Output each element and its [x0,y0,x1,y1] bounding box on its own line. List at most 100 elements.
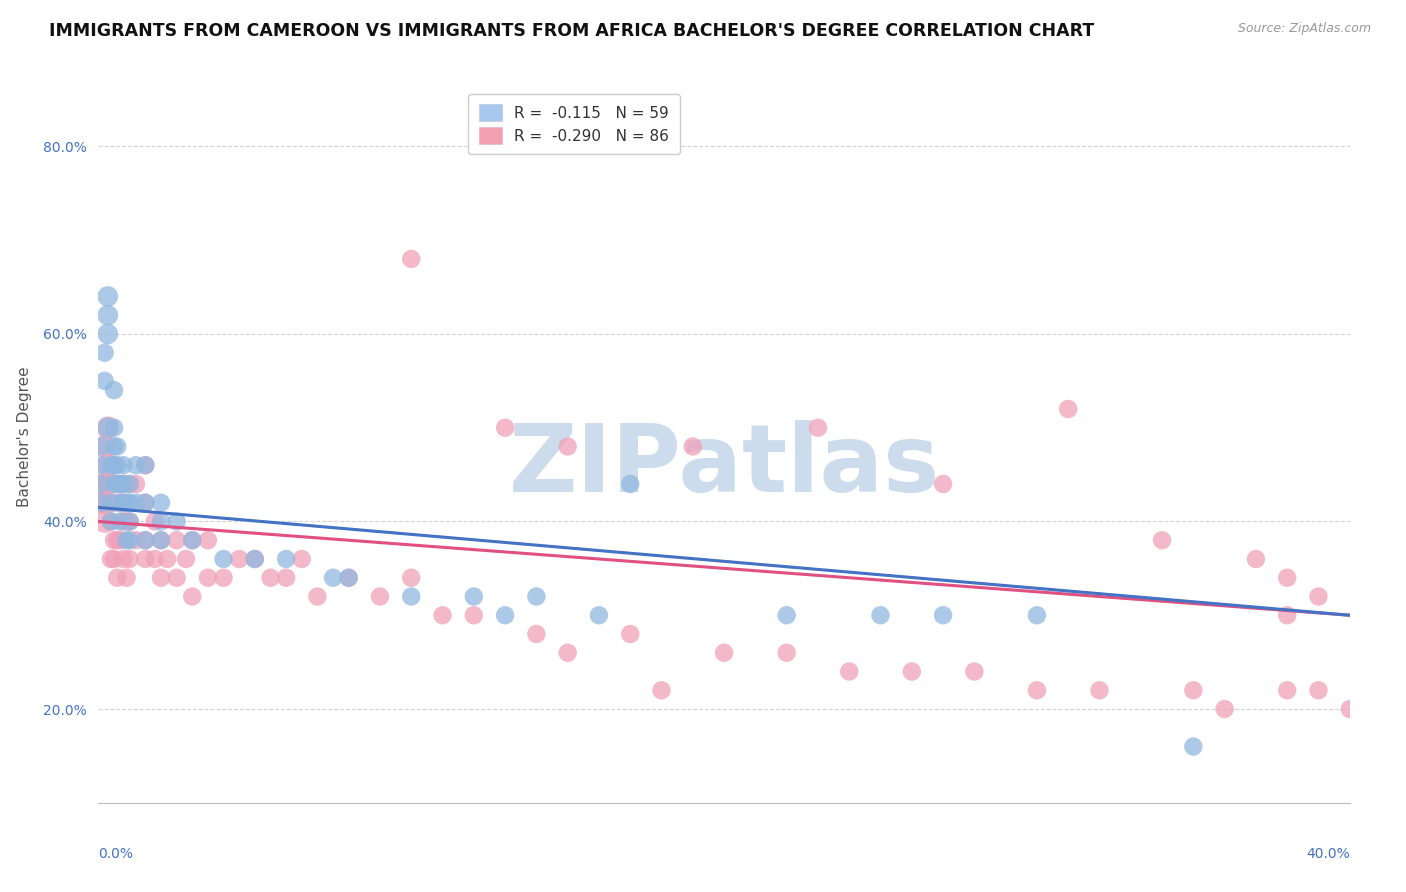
Point [118,477,141,491]
Point [274,552,298,566]
Point [97,420,120,434]
Point [134,458,156,473]
Point [150,571,173,585]
Point [150,533,173,548]
Point [526,627,548,641]
Point [93,374,115,388]
Point [307,590,329,604]
Point [103,458,125,473]
Point [1244,552,1267,566]
Point [166,515,188,529]
Point [103,533,125,548]
Point [932,477,955,491]
Point [243,552,266,566]
Point [838,665,860,679]
Point [90,496,112,510]
Point [963,665,986,679]
Point [900,665,922,679]
Point [105,458,128,473]
Point [115,496,138,510]
Point [97,326,120,341]
Point [97,477,120,491]
Point [93,515,115,529]
Point [807,420,830,434]
Point [401,571,423,585]
Text: 40.0%: 40.0% [1306,847,1350,861]
Point [134,496,156,510]
Point [118,552,141,566]
Point [1339,702,1361,716]
Point [110,496,132,510]
Point [103,383,125,397]
Point [112,458,135,473]
Point [463,590,485,604]
Point [337,571,360,585]
Point [143,552,166,566]
Point [115,515,138,529]
Point [90,496,112,510]
Point [181,533,204,548]
Point [156,552,179,566]
Point [401,252,423,266]
Point [588,608,610,623]
Point [134,552,156,566]
Point [97,289,120,303]
Point [150,496,173,510]
Point [125,496,148,510]
Point [1182,683,1205,698]
Point [322,571,344,585]
Point [125,533,148,548]
Point [100,515,122,529]
Point [1182,739,1205,754]
Point [494,608,516,623]
Point [869,608,891,623]
Point [118,515,141,529]
Y-axis label: Bachelor's Degree: Bachelor's Degree [17,367,31,508]
Point [97,420,120,434]
Point [197,571,219,585]
Point [110,533,132,548]
Point [100,477,122,491]
Point [103,552,125,566]
Point [932,608,955,623]
Point [105,533,128,548]
Point [112,477,135,491]
Point [776,646,799,660]
Point [1213,702,1236,716]
Point [112,477,135,491]
Point [100,552,122,566]
Point [212,571,235,585]
Point [110,515,132,529]
Point [1152,533,1174,548]
Point [100,515,122,529]
Point [526,590,548,604]
Point [181,533,204,548]
Point [112,496,135,510]
Point [105,477,128,491]
Point [125,477,148,491]
Point [432,608,454,623]
Point [259,571,281,585]
Point [93,440,115,454]
Point [619,477,641,491]
Point [100,458,122,473]
Point [1088,683,1111,698]
Point [110,477,132,491]
Point [557,440,579,454]
Point [557,646,579,660]
Point [291,552,314,566]
Point [90,477,112,491]
Point [682,440,704,454]
Point [100,496,122,510]
Point [1026,683,1049,698]
Point [1308,590,1330,604]
Point [134,533,156,548]
Point [337,571,360,585]
Point [112,515,135,529]
Point [713,646,735,660]
Point [401,590,423,604]
Point [1026,608,1049,623]
Point [650,683,672,698]
Point [93,345,115,359]
Point [166,533,188,548]
